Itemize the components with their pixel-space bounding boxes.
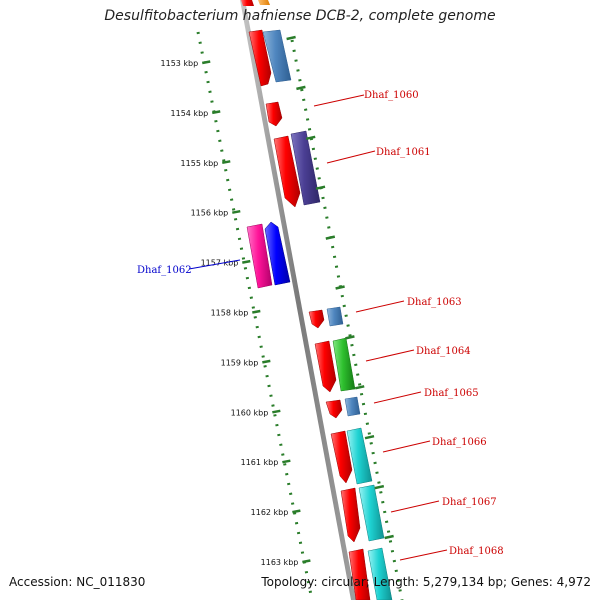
leader-line (365, 349, 415, 362)
gene-arrow[interactable] (344, 396, 361, 417)
gene-arrow[interactable] (346, 427, 373, 485)
gene-label-dhaf-1060[interactable]: Dhaf_1060 (364, 90, 419, 101)
map-title: Desulfitobacterium hafniense DCB-2, comp… (104, 8, 496, 24)
kbp-tick-label: 1157 kbp (201, 259, 239, 268)
right-tick-mark (384, 534, 394, 540)
kbp-tick-label: 1158 kbp (211, 309, 249, 318)
right-tick-mark (325, 235, 336, 240)
kbp-tick-label: 1162 kbp (251, 508, 289, 517)
leader-line (326, 150, 376, 164)
right-tick-mark (345, 335, 355, 340)
kbp-tick-label: 1153 kbp (161, 59, 199, 68)
kbp-tick-label: 1160 kbp (231, 408, 269, 417)
kbp-tick-mark (222, 160, 231, 165)
gene-label-dhaf-1064[interactable]: Dhaf_1064 (416, 346, 471, 357)
gene-arrow[interactable] (326, 306, 344, 327)
gene-arrow[interactable] (273, 135, 301, 208)
kbp-tick-mark (201, 60, 211, 65)
gene-arrow[interactable] (332, 337, 356, 392)
kbp-tick-label: 1154 kbp (171, 109, 209, 118)
leader-line (390, 500, 440, 513)
kbp-tick-label: 1163 kbp (261, 558, 299, 567)
gene-label-dhaf-1066[interactable]: Dhaf_1066 (432, 437, 487, 448)
gene-labels: Dhaf_1060 Dhaf_1061 Dhaf_1062 Dhaf_1063 … (137, 90, 504, 561)
gene-arrow[interactable] (330, 430, 353, 484)
right-tick-mark (286, 35, 296, 41)
right-tick-mark (364, 434, 375, 440)
leader-line (355, 300, 405, 313)
gene-label-dhaf-1068[interactable]: Dhaf_1068 (449, 546, 504, 557)
kbp-tick-mark (282, 459, 291, 464)
gene-arrow[interactable] (340, 487, 361, 543)
gene-label-dhaf-1061[interactable]: Dhaf_1061 (376, 147, 431, 158)
kbp-tick-mark (272, 409, 281, 414)
kbp-tick-mark (262, 359, 271, 364)
gene-arrow[interactable] (264, 221, 291, 286)
gene-arrow[interactable] (262, 29, 292, 83)
gene-arrow[interactable] (246, 223, 273, 289)
kbp-tick-mark (242, 259, 251, 264)
kbp-tick-mark (292, 509, 301, 514)
right-tick-mark (354, 385, 365, 390)
kbp-tick-label: 1155 kbp (181, 159, 219, 168)
gene-label-dhaf-1065[interactable]: Dhaf_1065 (424, 388, 479, 399)
kbp-ticks: 1153 kbp 1154 kbp 1155 kbp 1156 kbp 1157 kbp… (161, 35, 394, 567)
leader-line (373, 391, 422, 404)
leader-line (313, 94, 365, 107)
genome-backbone (240, 0, 356, 600)
gene-arrow[interactable] (258, 0, 270, 5)
gene-arrow[interactable] (241, 0, 254, 6)
kbp-tick-mark (212, 110, 221, 115)
right-tick-mark (374, 484, 385, 490)
gene-label-dhaf-1067[interactable]: Dhaf_1067 (442, 497, 497, 508)
kbp-tick-label: 1159 kbp (221, 358, 259, 367)
right-tick-mark (296, 85, 306, 91)
right-tick-mark (335, 285, 345, 290)
gene-label-dhaf-1062[interactable]: Dhaf_1062 (137, 265, 192, 276)
genome-summary-text: Topology: circular; Length: 5,279,134 bp… (261, 575, 591, 589)
leader-line (382, 440, 431, 453)
kbp-tick-mark (302, 559, 311, 564)
kbp-tick-label: 1161 kbp (241, 458, 279, 467)
gene-arrow[interactable] (314, 340, 337, 393)
gene-arrow[interactable] (290, 130, 321, 206)
kbp-tick-mark (252, 309, 261, 314)
right-tick-mark (305, 135, 316, 141)
leader-line (399, 549, 448, 561)
kbp-tick-label: 1156 kbp (191, 209, 229, 218)
gene-arrow[interactable] (367, 547, 393, 601)
gene-arrow[interactable] (358, 484, 385, 542)
gene-arrow[interactable] (265, 101, 283, 127)
kbp-tick-mark (232, 209, 241, 214)
accession-text: Accession: NC_011830 (9, 575, 146, 589)
leader-line (188, 259, 241, 270)
gene-arrow[interactable] (308, 309, 325, 329)
gene-arrow[interactable] (325, 399, 343, 419)
gene-label-dhaf-1063[interactable]: Dhaf_1063 (407, 297, 462, 308)
gene-arrow[interactable] (248, 29, 272, 87)
right-tick-mark (315, 185, 326, 190)
